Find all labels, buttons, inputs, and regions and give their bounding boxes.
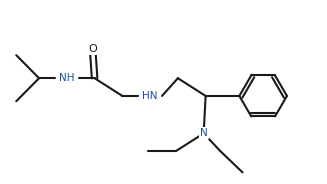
Text: NH: NH (59, 73, 75, 83)
Text: O: O (88, 44, 97, 54)
Text: HN: HN (142, 91, 158, 101)
Text: N: N (200, 128, 208, 138)
